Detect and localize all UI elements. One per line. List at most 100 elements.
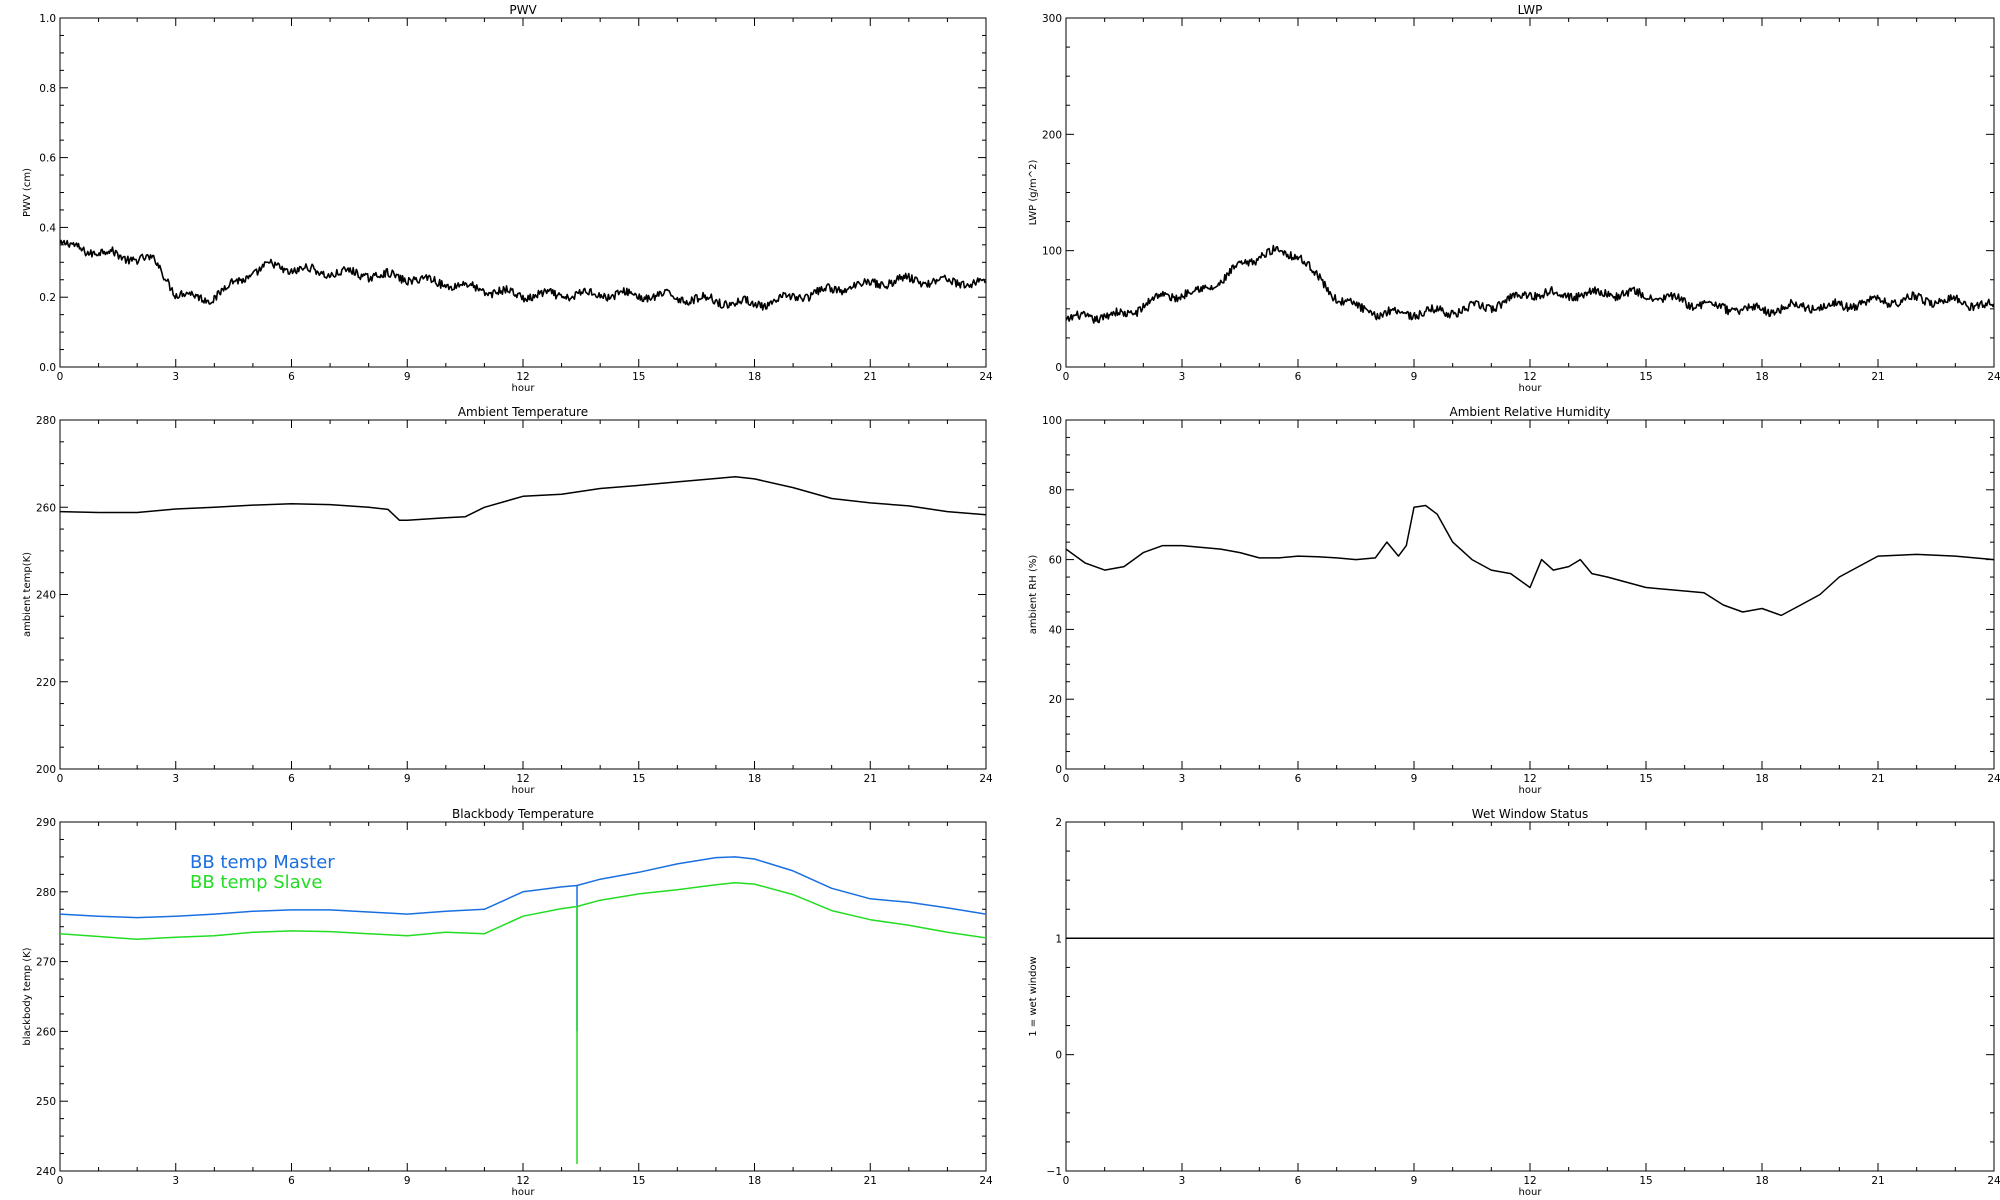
x-tick-label: 18	[748, 371, 761, 383]
y-tick-label: 0.0	[39, 362, 56, 374]
x-axis-label: hour	[1519, 1187, 1543, 1198]
chart-title: Ambient Temperature	[458, 405, 588, 419]
y-tick-label: 260	[36, 502, 56, 514]
plot-frame	[59, 17, 987, 368]
x-tick-label: 12	[516, 371, 529, 383]
y-tick-label: 300	[1042, 13, 1062, 25]
y-tick-label: 100	[1042, 415, 1062, 427]
plot-frame	[1065, 419, 1995, 770]
y-axis-label: 1 = wet window	[1028, 956, 1039, 1036]
y-tick-label: 60	[1049, 555, 1062, 567]
y-axis-label: blackbody temp (K)	[22, 947, 33, 1045]
series-line	[60, 239, 986, 311]
x-tick-label: 9	[404, 371, 411, 383]
y-tick-label: 220	[36, 677, 56, 689]
x-tick-label: 24	[979, 1175, 993, 1187]
x-tick-label: 21	[864, 1175, 877, 1187]
x-tick-label: 15	[1639, 1175, 1652, 1187]
x-tick-label: 9	[1411, 773, 1418, 785]
x-tick-label: 3	[1179, 371, 1186, 383]
y-tick-label: 250	[36, 1096, 56, 1108]
series-line	[60, 856, 986, 919]
chart-pwv: PWV 0 3 6 9 12 15 18 21 24 hour 0.0 0.2 0.4 0.6 0.8 1.0 P…	[22, 3, 993, 394]
y-axis-label: ambient RH (%)	[1028, 555, 1039, 635]
x-tick-label: 24	[1987, 1175, 2000, 1187]
x-tick-label: 12	[1523, 773, 1536, 785]
y-tick-label: 1	[1055, 933, 1062, 945]
x-tick-label: 21	[864, 371, 877, 383]
x-tick-label: 0	[1063, 1175, 1070, 1187]
y-tick-label: 260	[36, 1026, 56, 1038]
x-tick-label: 18	[1755, 773, 1768, 785]
x-tick-label: 24	[979, 371, 993, 383]
x-tick-label: 9	[404, 1175, 411, 1187]
x-tick-label: 3	[172, 371, 179, 383]
chart-ambient-temp: Ambient Temperature 0 3 6 9 12 15 18 21 24 hour 200…	[22, 405, 993, 796]
x-tick-label: 21	[1871, 1175, 1884, 1187]
y-tick-label: 240	[36, 590, 56, 602]
x-tick-label: 9	[404, 773, 411, 785]
x-tick-label: 21	[1871, 371, 1884, 383]
x-tick-label: 15	[632, 1175, 645, 1187]
x-tick-label: 21	[1871, 773, 1884, 785]
y-tick-label: 200	[36, 764, 56, 776]
x-tick-label: 24	[1987, 371, 2000, 383]
y-tick-label: 290	[36, 817, 56, 829]
series-line	[1066, 244, 1994, 324]
y-tick-label: −1	[1047, 1166, 1062, 1178]
y-tick-label: 0	[1055, 764, 1062, 776]
x-tick-label: 0	[57, 1175, 64, 1187]
y-tick-label: 280	[36, 415, 56, 427]
x-tick-label: 6	[1295, 1175, 1302, 1187]
chart-title: Ambient Relative Humidity	[1450, 405, 1611, 419]
chart-title: LWP	[1518, 3, 1543, 17]
chart-blackbody-temp: Blackbody Temperature 0 3 6 9 12 15 18 21 24 hour 2…	[22, 807, 993, 1198]
y-tick-label: 2	[1055, 817, 1062, 829]
y-tick-label: 270	[36, 957, 56, 969]
x-tick-label: 9	[1411, 1175, 1418, 1187]
y-tick-label: 100	[1042, 246, 1062, 258]
plot-frame	[59, 419, 987, 770]
series-line	[60, 881, 986, 941]
x-tick-label: 6	[288, 371, 295, 383]
y-tick-label: 20	[1049, 694, 1062, 706]
x-tick-label: 3	[1179, 773, 1186, 785]
x-tick-label: 18	[748, 773, 761, 785]
y-tick-label: 40	[1049, 624, 1062, 636]
x-axis-label: hour	[512, 1187, 536, 1198]
x-tick-label: 24	[979, 773, 993, 785]
y-tick-label: 80	[1049, 485, 1062, 497]
series-line	[60, 475, 986, 522]
x-tick-label: 15	[1639, 371, 1652, 383]
series-line	[1066, 504, 1994, 617]
x-tick-label: 18	[748, 1175, 761, 1187]
chart-title: PWV	[509, 3, 537, 17]
x-tick-label: 6	[1295, 371, 1302, 383]
plot-frame	[1065, 821, 1995, 1172]
y-tick-label: 0.4	[39, 222, 56, 234]
x-tick-label: 18	[1755, 1175, 1768, 1187]
x-tick-label: 3	[1179, 1175, 1186, 1187]
x-tick-label: 0	[57, 773, 64, 785]
y-tick-label: 200	[1042, 129, 1062, 141]
chart-ambient-rh: Ambient Relative Humidity 0 3 6 9 12 15 18 21 24 h…	[1028, 405, 2000, 796]
y-tick-label: 0.2	[39, 292, 56, 304]
x-tick-label: 9	[1411, 371, 1418, 383]
x-tick-label: 15	[1639, 773, 1652, 785]
x-tick-label: 18	[1755, 371, 1768, 383]
x-tick-label: 3	[172, 773, 179, 785]
chart-title: Blackbody Temperature	[452, 807, 594, 821]
x-tick-label: 0	[57, 371, 64, 383]
x-tick-label: 6	[288, 773, 295, 785]
plot-frame	[1065, 17, 1995, 368]
x-tick-label: 15	[632, 371, 645, 383]
x-tick-label: 12	[1523, 371, 1536, 383]
x-tick-label: 12	[1523, 1175, 1536, 1187]
y-axis-label: ambient temp(K)	[22, 552, 33, 637]
legend-entry: BB temp Master	[190, 852, 335, 873]
x-tick-label: 3	[172, 1175, 179, 1187]
x-axis-label: hour	[512, 383, 536, 394]
x-tick-label: 0	[1063, 773, 1070, 785]
